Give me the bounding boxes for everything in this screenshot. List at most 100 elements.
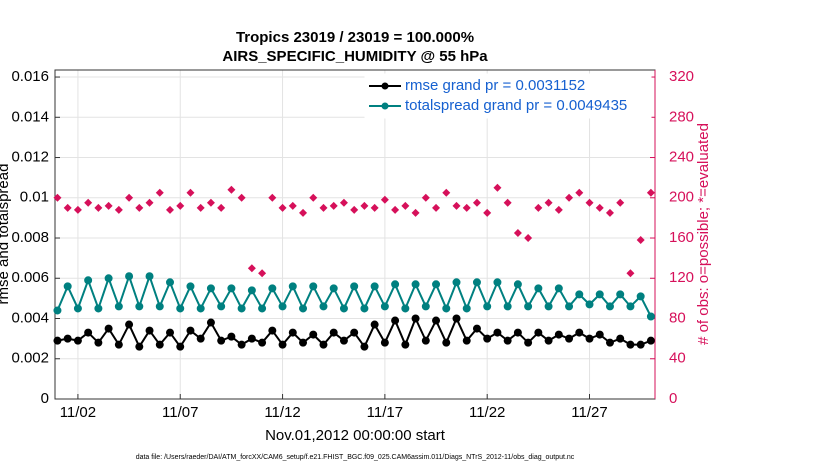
point-shape <box>524 234 533 243</box>
point-shape <box>380 195 389 204</box>
point <box>513 328 522 337</box>
point <box>176 342 185 351</box>
point <box>73 304 82 313</box>
point-shape <box>329 201 338 210</box>
legend-label: totalspread grand pr = 0.0049435 <box>405 97 627 114</box>
point-shape <box>258 269 267 278</box>
point <box>247 264 256 273</box>
point-shape <box>155 188 164 197</box>
point <box>288 328 297 337</box>
point <box>339 336 348 345</box>
point <box>616 290 625 299</box>
chart-title: Tropics 23019 / 23019 = 100.000% <box>236 29 474 46</box>
point <box>329 201 338 210</box>
point-shape <box>104 201 113 210</box>
point <box>278 302 287 311</box>
point <box>503 302 512 311</box>
point-shape <box>616 198 625 207</box>
point <box>544 336 553 345</box>
point <box>104 201 113 210</box>
point <box>565 302 574 311</box>
point <box>155 188 164 197</box>
point-shape <box>360 201 369 210</box>
point <box>370 320 379 329</box>
point-shape <box>411 208 420 217</box>
point-shape <box>53 193 62 202</box>
point <box>575 328 584 337</box>
point <box>595 203 604 212</box>
point <box>104 274 113 283</box>
point <box>339 304 348 313</box>
point <box>350 205 359 214</box>
point <box>554 330 563 339</box>
point <box>237 304 246 313</box>
point <box>166 205 175 214</box>
y2-tick-label: 120 <box>669 269 694 286</box>
point <box>585 300 594 309</box>
point <box>503 198 512 207</box>
y-tick-label: 0.01 <box>20 189 49 206</box>
point <box>626 269 635 278</box>
legend-box <box>364 73 652 119</box>
point <box>63 203 72 212</box>
point-shape <box>135 203 144 212</box>
point-shape <box>114 205 123 214</box>
point <box>329 284 338 293</box>
point-shape <box>472 198 481 207</box>
point <box>73 336 82 345</box>
point <box>258 338 267 347</box>
point <box>196 334 205 343</box>
point <box>503 336 512 345</box>
point <box>237 340 246 349</box>
point-shape <box>565 193 574 202</box>
point <box>63 282 72 291</box>
point <box>237 193 246 202</box>
point <box>278 340 287 349</box>
point-shape <box>605 208 614 217</box>
point <box>534 203 543 212</box>
point-shape <box>288 201 297 210</box>
point <box>145 272 154 281</box>
y2-tick-label: 200 <box>669 189 694 206</box>
y2-tick-label: 160 <box>669 229 694 246</box>
point <box>483 208 492 217</box>
point <box>595 330 604 339</box>
point <box>268 284 277 293</box>
point <box>299 338 308 347</box>
point <box>206 318 215 327</box>
point-shape <box>370 203 379 212</box>
point <box>329 328 338 337</box>
point <box>114 340 123 349</box>
point <box>462 203 471 212</box>
point-shape <box>513 228 522 237</box>
point <box>411 280 420 289</box>
point <box>524 234 533 243</box>
x-tick-label: 11/02 <box>60 404 96 421</box>
point <box>309 193 318 202</box>
point <box>258 304 267 313</box>
point <box>125 272 134 281</box>
point-shape <box>626 269 635 278</box>
point <box>63 334 72 343</box>
y-tick-label: 0.014 <box>11 108 49 125</box>
point <box>227 284 236 293</box>
y-tick-label: 0.006 <box>11 269 49 286</box>
point <box>605 208 614 217</box>
point <box>595 290 604 299</box>
y2-tick-label: 280 <box>669 108 694 125</box>
point <box>94 338 103 347</box>
point <box>646 336 655 345</box>
x-tick-label: 11/17 <box>367 404 403 421</box>
point <box>135 203 144 212</box>
point <box>166 328 175 337</box>
point <box>227 185 236 194</box>
point <box>565 193 574 202</box>
y2-tick-label: 320 <box>669 68 694 85</box>
point <box>73 205 82 214</box>
point <box>380 338 389 347</box>
y-axis-label: rmse and totalspread <box>0 164 12 305</box>
point <box>452 278 461 287</box>
point <box>493 328 502 337</box>
point-shape <box>646 188 655 197</box>
point <box>217 336 226 345</box>
